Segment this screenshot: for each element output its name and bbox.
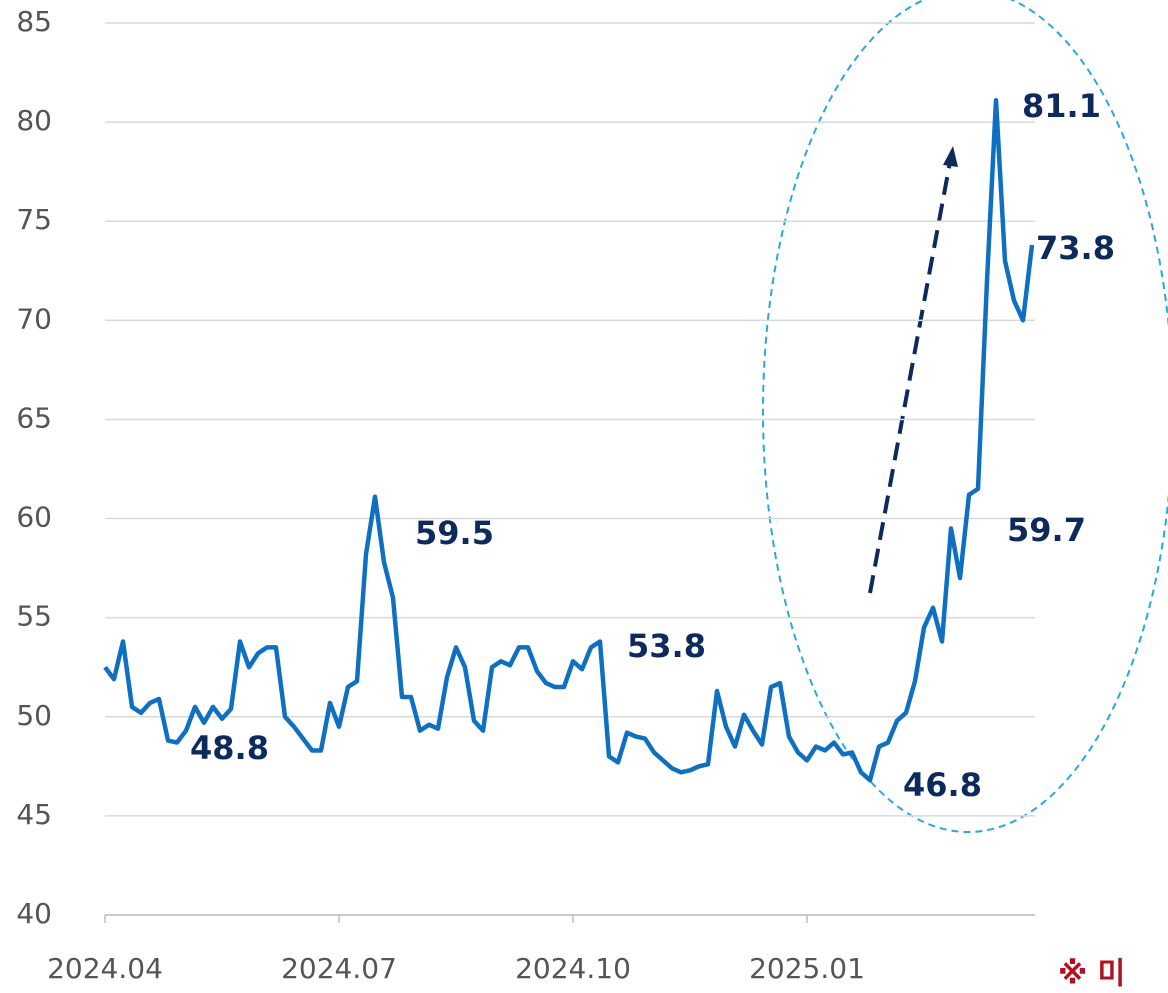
x-tick-label: 2024.10	[515, 952, 631, 985]
y-tick-label: 45	[16, 798, 52, 831]
annotation: 59.7	[1007, 511, 1086, 549]
y-tick-label: 40	[16, 897, 52, 930]
x-tick-label: 2024.07	[281, 952, 397, 985]
highlight-ellipse	[762, 0, 1168, 833]
y-tick-label: 60	[16, 501, 52, 534]
annotation: 53.8	[627, 627, 706, 665]
y-tick-label: 70	[16, 302, 52, 335]
annotation: 59.5	[415, 514, 494, 552]
data-line	[103, 98, 1035, 783]
x-tick-label: 2025.01	[749, 952, 865, 985]
y-tick-label: 75	[16, 203, 52, 236]
note: ※ 미	[1058, 957, 1125, 990]
y-tick-label: 65	[16, 401, 52, 434]
annotation: 48.8	[190, 729, 269, 767]
y-tick-label: 80	[16, 104, 52, 137]
annotation: 46.8	[903, 766, 982, 804]
arrow-head	[943, 146, 958, 167]
y-tick-label: 85	[16, 5, 52, 38]
y-tick-label: 50	[16, 699, 52, 732]
trend-arrow	[868, 161, 952, 594]
annotation: 73.8	[1036, 229, 1115, 267]
annotation: 81.1	[1022, 87, 1101, 125]
y-tick-label: 55	[16, 600, 52, 633]
x-tick-label: 2024.04	[47, 952, 163, 985]
